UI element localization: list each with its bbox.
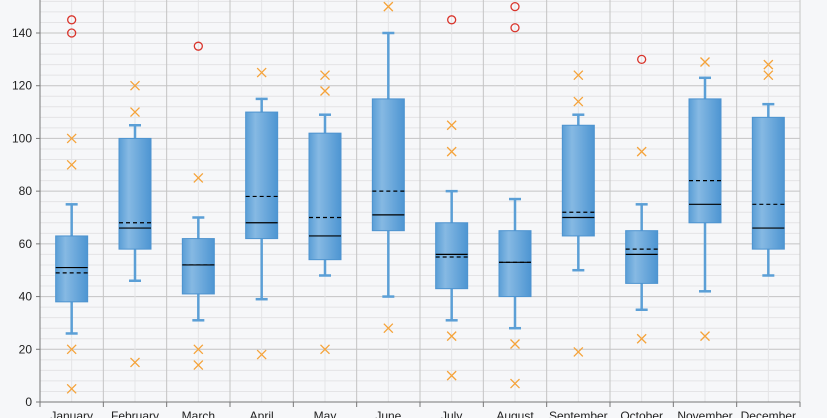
extreme-outlier-marker bbox=[447, 15, 457, 25]
x-tick-label: July bbox=[441, 409, 462, 418]
outlier-marker bbox=[446, 146, 457, 157]
extreme-outlier-marker bbox=[510, 23, 520, 33]
box-november bbox=[688, 57, 722, 342]
box-august bbox=[498, 1, 532, 389]
box-iqr bbox=[688, 98, 722, 224]
box-october bbox=[625, 54, 659, 344]
outlier-marker bbox=[256, 349, 267, 360]
y-tick-label: 100 bbox=[12, 131, 32, 145]
y-tick-label: 80 bbox=[19, 184, 33, 198]
outlier-marker bbox=[700, 57, 710, 67]
outlier-marker bbox=[130, 107, 140, 118]
box-iqr bbox=[55, 235, 89, 303]
x-tick-label: October bbox=[620, 409, 663, 418]
boxes bbox=[55, 1, 785, 394]
outlier-marker bbox=[66, 344, 77, 355]
box-june bbox=[371, 1, 405, 334]
box-iqr bbox=[625, 230, 659, 284]
outlier-marker bbox=[320, 86, 330, 96]
box-january bbox=[55, 15, 89, 394]
box-iqr bbox=[498, 230, 532, 298]
outlier-marker bbox=[66, 159, 77, 170]
outlier-marker bbox=[573, 70, 584, 81]
x-tick-label: September bbox=[549, 409, 608, 418]
y-tick-label: 20 bbox=[19, 342, 33, 356]
box-iqr bbox=[435, 222, 469, 290]
y-tick-label: 120 bbox=[12, 79, 32, 93]
box-march bbox=[181, 41, 215, 371]
x-tick-label: December bbox=[741, 409, 796, 418]
outlier-marker bbox=[636, 333, 647, 344]
outlier-marker bbox=[320, 70, 330, 81]
outlier-marker bbox=[193, 344, 204, 355]
y-tick-label: 60 bbox=[19, 237, 33, 251]
box-iqr bbox=[751, 116, 785, 250]
outlier-marker bbox=[510, 378, 520, 389]
outlier-marker bbox=[446, 331, 457, 342]
y-tick-label: 140 bbox=[12, 26, 32, 40]
x-tick-label: April bbox=[250, 409, 274, 418]
box-february bbox=[118, 80, 152, 368]
grid bbox=[39, 0, 801, 403]
outlier-marker bbox=[383, 323, 394, 334]
outlier-marker bbox=[763, 59, 774, 70]
box-iqr bbox=[245, 111, 279, 240]
box-iqr bbox=[371, 98, 405, 232]
outlier-marker bbox=[193, 173, 204, 183]
x-tick-label: August bbox=[496, 409, 534, 418]
outlier-marker bbox=[763, 70, 774, 81]
box-iqr bbox=[181, 238, 215, 295]
box-september bbox=[561, 70, 595, 357]
outlier-marker bbox=[446, 120, 457, 131]
box-december bbox=[751, 59, 785, 277]
extreme-outlier-marker bbox=[193, 41, 203, 51]
outlier-marker bbox=[66, 133, 77, 144]
box-april bbox=[245, 67, 279, 360]
box-iqr bbox=[118, 137, 152, 250]
extreme-outlier-marker bbox=[67, 28, 77, 38]
x-tick-label: February bbox=[111, 409, 159, 418]
outlier-marker bbox=[446, 370, 457, 381]
x-axis: January February March April May June July Augu… bbox=[39, 401, 801, 418]
x-tick-label: January bbox=[50, 409, 93, 418]
box-iqr bbox=[308, 132, 342, 261]
extreme-outlier-marker bbox=[67, 15, 77, 25]
outlier-marker bbox=[256, 67, 267, 78]
outlier-marker bbox=[320, 344, 330, 355]
y-tick-label: 40 bbox=[19, 290, 33, 304]
outlier-marker bbox=[573, 346, 584, 357]
outlier-marker bbox=[130, 80, 140, 91]
outlier-marker bbox=[636, 146, 647, 157]
outlier-marker bbox=[700, 331, 710, 342]
x-tick-label: March bbox=[182, 409, 215, 418]
outlier-marker bbox=[193, 360, 204, 371]
outlier-marker bbox=[66, 383, 77, 394]
box-iqr bbox=[561, 124, 595, 237]
x-tick-label: November bbox=[677, 409, 732, 418]
outlier-marker bbox=[383, 1, 394, 12]
y-axis: 0 20 40 60 80 100 120 140 bbox=[12, 0, 41, 409]
x-tick-label: June bbox=[375, 409, 401, 418]
outlier-marker bbox=[130, 357, 140, 368]
outlier-marker bbox=[510, 339, 520, 349]
outlier-marker bbox=[573, 96, 584, 107]
x-tick-label: May bbox=[314, 409, 337, 418]
y-tick-label: 0 bbox=[25, 395, 32, 409]
box-july bbox=[435, 15, 469, 381]
extreme-outlier-marker bbox=[510, 1, 520, 12]
box-may bbox=[308, 70, 342, 355]
extreme-outlier-marker bbox=[637, 54, 647, 65]
